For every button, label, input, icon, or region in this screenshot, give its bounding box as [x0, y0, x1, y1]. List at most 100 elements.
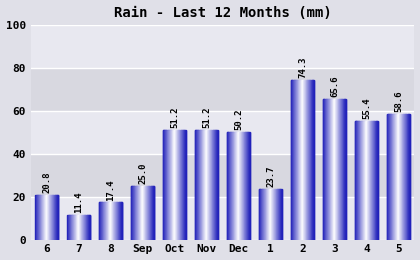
Bar	[106, 202, 107, 239]
Bar	[259, 189, 260, 239]
Bar	[407, 114, 408, 239]
Bar	[111, 202, 112, 239]
Bar	[265, 189, 266, 239]
Text: 11.4: 11.4	[74, 192, 83, 213]
Bar	[375, 121, 376, 239]
Bar	[208, 130, 209, 239]
Bar	[248, 132, 249, 239]
Bar	[363, 121, 364, 239]
Bar	[46, 195, 47, 239]
Bar	[307, 80, 308, 239]
Bar	[297, 80, 298, 239]
Bar	[328, 99, 329, 239]
Bar	[302, 80, 303, 239]
Text: 58.6: 58.6	[394, 90, 403, 112]
Bar	[212, 130, 213, 239]
Bar	[54, 195, 55, 239]
Bar	[362, 121, 363, 239]
Bar	[135, 186, 136, 239]
Bar	[195, 130, 196, 239]
Bar	[376, 121, 377, 239]
Bar	[365, 121, 366, 239]
Bar	[77, 215, 78, 239]
Bar	[357, 121, 358, 239]
Bar	[202, 130, 203, 239]
Bar	[44, 195, 45, 239]
Bar	[115, 202, 116, 239]
Bar	[147, 186, 148, 239]
Bar	[138, 186, 139, 239]
Bar	[272, 189, 273, 239]
Bar	[168, 130, 169, 239]
Bar	[76, 215, 77, 239]
Bar	[240, 132, 241, 239]
Bar	[67, 215, 68, 239]
Bar	[73, 215, 74, 239]
Bar	[40, 195, 41, 239]
Bar	[393, 114, 394, 239]
Bar	[298, 80, 299, 239]
Bar	[171, 130, 172, 239]
Bar	[146, 186, 147, 239]
Bar	[42, 195, 43, 239]
Bar	[359, 121, 360, 239]
Bar	[398, 114, 399, 239]
Bar	[174, 130, 175, 239]
Title: Rain - Last 12 Months (mm): Rain - Last 12 Months (mm)	[114, 5, 331, 19]
Bar	[80, 215, 81, 239]
Bar	[37, 195, 38, 239]
Bar	[45, 195, 46, 239]
Bar	[172, 130, 173, 239]
Bar	[184, 130, 185, 239]
Bar	[232, 132, 233, 239]
Bar	[246, 132, 247, 239]
Bar	[299, 80, 300, 239]
Bar	[120, 202, 121, 239]
Bar	[296, 80, 297, 239]
Bar	[341, 99, 342, 239]
Bar	[249, 132, 250, 239]
Bar	[323, 99, 324, 239]
Bar	[333, 99, 334, 239]
Bar	[366, 121, 367, 239]
Bar	[215, 130, 216, 239]
Bar	[301, 80, 302, 239]
Bar	[311, 80, 312, 239]
Bar	[335, 99, 336, 239]
Text: 20.8: 20.8	[42, 172, 51, 193]
Bar	[81, 215, 82, 239]
Bar	[101, 202, 102, 239]
Bar	[112, 202, 113, 239]
Bar	[395, 114, 396, 239]
Bar	[147, 186, 148, 239]
Bar	[376, 121, 377, 239]
Bar	[291, 80, 292, 239]
Bar	[274, 189, 275, 239]
Bar	[310, 80, 311, 239]
Bar	[343, 99, 344, 239]
Bar	[263, 189, 264, 239]
Bar	[388, 114, 389, 239]
Bar	[367, 121, 368, 239]
Bar	[31, 68, 415, 111]
Bar	[78, 215, 79, 239]
Bar	[345, 99, 346, 239]
Bar	[165, 130, 166, 239]
Bar	[306, 80, 307, 239]
Bar	[39, 195, 40, 239]
Bar	[196, 130, 197, 239]
Bar	[236, 132, 237, 239]
Bar	[267, 189, 268, 239]
Bar	[53, 195, 54, 239]
Bar	[397, 114, 398, 239]
Bar	[106, 202, 107, 239]
Bar	[405, 114, 406, 239]
Bar	[105, 202, 106, 239]
Bar	[115, 202, 116, 239]
Bar	[400, 114, 401, 239]
Bar	[241, 132, 242, 239]
Bar	[404, 114, 405, 239]
Bar	[199, 130, 200, 239]
Bar	[214, 130, 215, 239]
Bar	[266, 189, 267, 239]
